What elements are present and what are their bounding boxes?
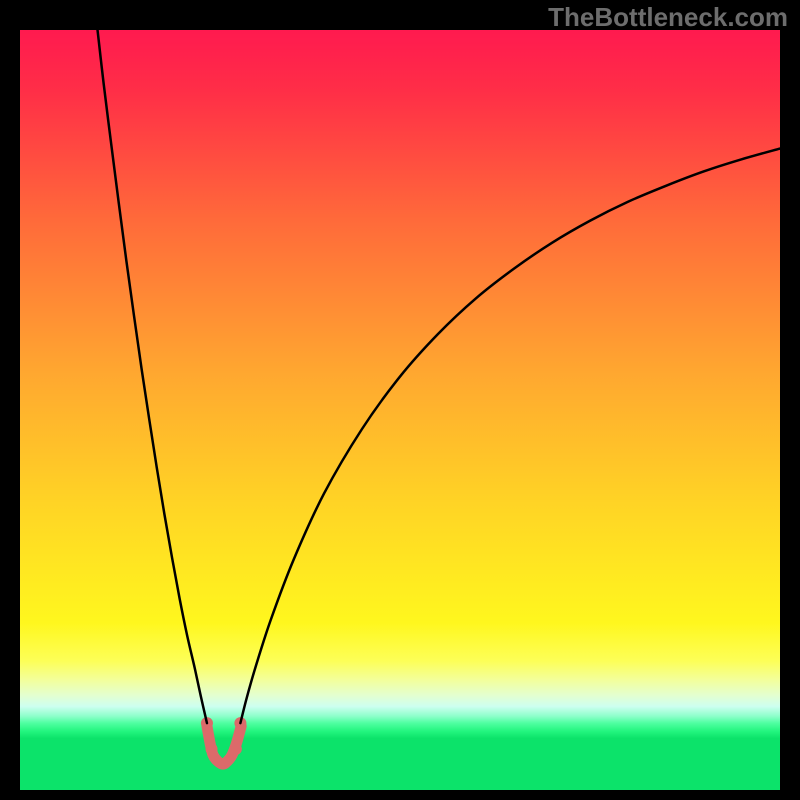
gradient-background <box>20 30 780 790</box>
chart-svg <box>20 30 780 790</box>
band-dot <box>206 743 218 755</box>
watermark-text: TheBottleneck.com <box>548 2 788 33</box>
band-dot <box>230 743 242 755</box>
chart-root: TheBottleneck.com <box>0 0 800 800</box>
plot-area <box>20 30 780 790</box>
